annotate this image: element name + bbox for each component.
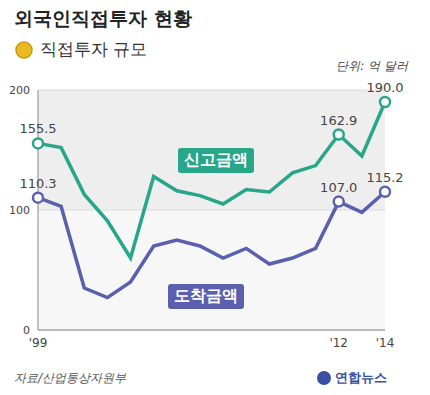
svg-text:155.5: 155.5 [19,121,56,136]
svg-text:100: 100 [9,204,30,217]
html-text:자료/산업통상자원부: 자료/산업통상자원부 [14,371,126,385]
svg-text:'12: '12 [329,336,348,350]
svg-text:107.0: 107.0 [320,180,357,195]
html-text:연합뉴스: 연합뉴스 [335,370,387,385]
html-text:외국인직접투자 현황: 외국인직접투자 현황 [14,7,192,29]
svg-text:162.9: 162.9 [320,113,357,128]
svg-text:'14: '14 [376,336,395,350]
html-text:직접투자 규모: 직접투자 규모 [40,39,148,59]
svg-text:110.3: 110.3 [19,176,56,191]
html-text:도착금액: 도착금액 [174,286,238,305]
html-text:신고금액: 신고금액 [184,150,248,169]
svg-text:0: 0 [23,324,30,337]
svg-text:115.2: 115.2 [366,170,403,185]
html-text:단위: 억 달러: 단위: 억 달러 [336,59,408,73]
svg-text:'99: '99 [29,336,48,350]
svg-text:200: 200 [9,84,30,97]
svg-text:190.0: 190.0 [366,80,403,95]
